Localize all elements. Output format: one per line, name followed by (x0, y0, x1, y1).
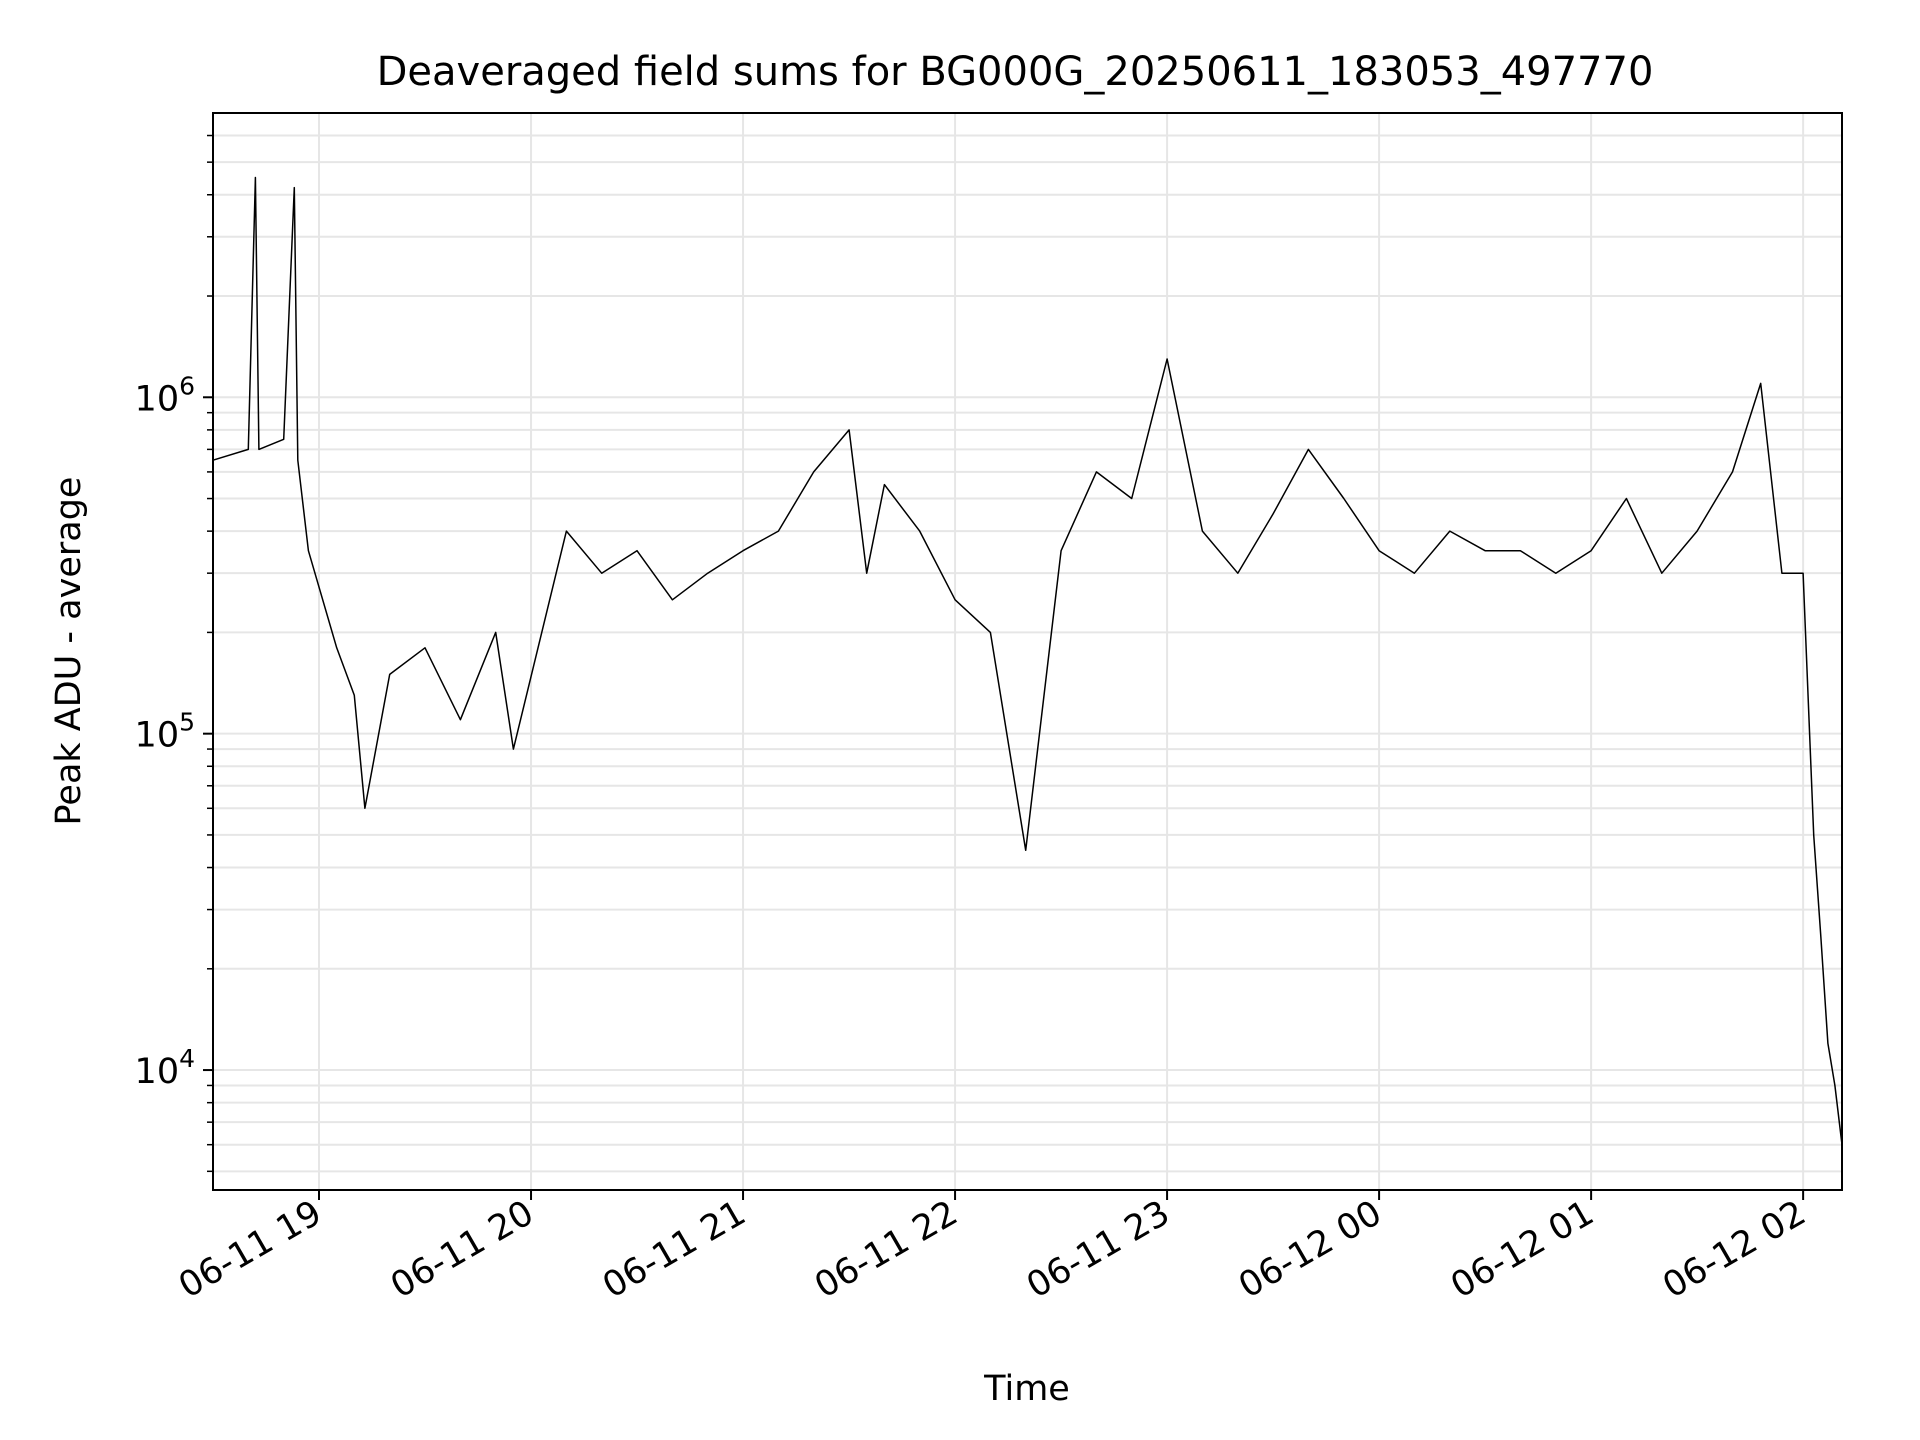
x-tick-label: 06-11 21 (596, 1193, 752, 1306)
x-tick-label: 06-11 23 (1020, 1193, 1176, 1306)
x-tick-label: 06-12 01 (1444, 1193, 1600, 1306)
y-axis-label: Peak ADU - average (49, 477, 89, 826)
x-axis-ticks: 06-11 19 06-11 20 06-11 21 06-11 22 06-11 23… (172, 1190, 1813, 1306)
x-tick-label: 06-12 02 (1656, 1193, 1812, 1306)
y-tick-label: 105 (135, 708, 195, 756)
series-group (212, 176, 1843, 1145)
x-tick-label: 06-11 19 (172, 1193, 328, 1306)
plot-area-frame (212, 112, 1843, 1191)
x-tick-label: 06-11 20 (384, 1193, 540, 1306)
chart-title: Deaveraged field sums for BG000G_2025061… (377, 49, 1654, 95)
grid-minor (207, 134, 1842, 1173)
x-tick-label: 06-12 00 (1232, 1193, 1388, 1306)
y-tick-label: 106 (135, 371, 195, 419)
grid-major (213, 113, 1842, 1190)
y-tick-label: 104 (135, 1044, 195, 1092)
y-axis-ticks: 104 105 106 (135, 371, 213, 1092)
x-axis-label: Time (983, 1369, 1070, 1409)
x-tick-label: 06-11 22 (808, 1193, 964, 1306)
series-line (212, 176, 1843, 1145)
